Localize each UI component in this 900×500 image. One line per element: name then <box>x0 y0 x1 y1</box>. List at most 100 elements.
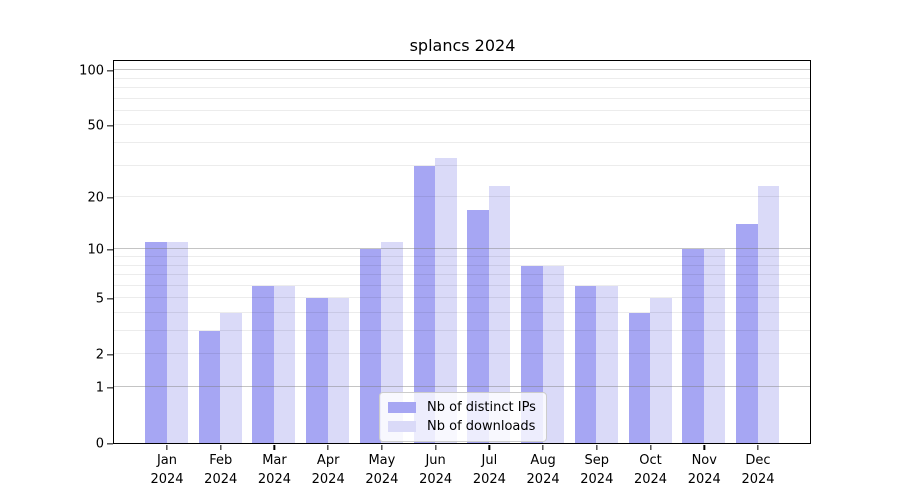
bar-downloads-apr <box>327 298 350 443</box>
x-label-month: Mar <box>262 452 287 468</box>
x-label-month: Feb <box>209 452 233 468</box>
x-tick-label-nov: Nov 2024 <box>669 451 739 489</box>
bar-ips-jan <box>145 242 167 443</box>
y-tick-label-2: 2 <box>95 347 104 363</box>
minor-gridline-5 <box>114 297 810 299</box>
x-tick-label-oct: Oct 2024 <box>616 451 686 489</box>
legend-entry-downloads: Nb of downloads <box>388 417 536 436</box>
x-label-year: 2024 <box>150 471 184 487</box>
x-tick-jul <box>488 445 491 450</box>
bar-ips-feb <box>198 331 221 443</box>
minor-gridline-9 <box>114 256 810 257</box>
bar-ips-mar <box>252 285 274 443</box>
bar-ips-nov <box>682 249 704 443</box>
x-label-year: 2024 <box>419 471 453 487</box>
x-tick-jan <box>166 445 168 450</box>
x-tick-label-jul: Jul 2024 <box>454 451 524 489</box>
chart-title: splancs 2024 <box>409 36 516 55</box>
legend-swatch-distinct-ips <box>388 402 416 413</box>
x-label-month: Oct <box>639 452 662 468</box>
y-tick-2 <box>107 354 113 356</box>
x-label-year: 2024 <box>741 471 775 487</box>
x-tick-nov <box>703 445 705 450</box>
y-tick-10 <box>107 249 113 251</box>
y-tick-label-0: 0 <box>95 436 104 451</box>
minor-gridline-4 <box>114 312 810 313</box>
bar-downloads-nov <box>703 249 726 443</box>
x-tick-label-apr: Apr 2024 <box>293 451 363 489</box>
x-label-month: May <box>368 452 396 468</box>
bar-downloads-jul <box>488 186 511 443</box>
y-tick-50 <box>107 125 113 127</box>
major-gridline-10 <box>114 248 810 250</box>
grid-layer <box>114 61 810 443</box>
minor-gridline-3 <box>114 330 810 331</box>
bar-downloads-feb <box>220 313 242 443</box>
y-tick-20 <box>107 196 113 199</box>
x-tick-label-feb: Feb 2024 <box>186 451 256 489</box>
bar-downloads-oct <box>650 298 672 443</box>
x-tick-label-jun: Jun 2024 <box>401 451 471 489</box>
x-label-month: Jul <box>481 452 498 468</box>
bar-ips-oct <box>628 313 651 443</box>
x-tick-feb <box>220 445 222 450</box>
bar-downloads-dec <box>757 186 779 443</box>
x-label-year: 2024 <box>687 471 721 487</box>
x-label-year: 2024 <box>204 471 238 487</box>
x-tick-sep <box>596 445 598 450</box>
x-tick-label-dec: Dec 2024 <box>723 451 793 489</box>
major-gridline-1 <box>114 386 810 387</box>
x-label-month: Sep <box>584 452 610 468</box>
bar-ips-may <box>359 249 382 443</box>
minor-gridline-70 <box>114 97 810 99</box>
minor-gridline-50 <box>114 124 810 126</box>
x-tick-label-aug: Aug 2024 <box>508 451 578 489</box>
bar-ips-jun <box>413 165 436 443</box>
y-tick-1 <box>107 386 113 389</box>
minor-gridline-30 <box>114 164 810 166</box>
x-label-month: Aug <box>530 452 556 468</box>
x-tick-aug <box>542 445 544 450</box>
y-tick-label-50: 50 <box>87 118 104 134</box>
y-tick-0 <box>107 442 113 445</box>
x-label-month: Jan <box>156 452 178 468</box>
x-tick-label-jan: Jan 2024 <box>132 451 202 489</box>
minor-gridline-80 <box>114 87 810 88</box>
y-tick-label-20: 20 <box>87 190 104 206</box>
minor-gridline-6 <box>114 284 810 286</box>
x-tick-label-sep: Sep 2024 <box>562 451 632 489</box>
x-tick-label-may: May 2024 <box>347 451 417 489</box>
bar-ips-sep <box>574 285 597 443</box>
legend-label-distinct-ips: Nb of distinct IPs <box>427 400 536 415</box>
minor-gridline-7 <box>114 274 810 275</box>
bar-downloads-jun <box>435 158 457 443</box>
x-label-year: 2024 <box>311 471 345 487</box>
x-label-year: 2024 <box>365 471 399 487</box>
y-tick-label-1: 1 <box>95 380 104 395</box>
legend-label-downloads: Nb of downloads <box>427 419 536 434</box>
x-label-year: 2024 <box>580 471 614 487</box>
x-tick-dec <box>757 445 759 450</box>
major-gridline-100 <box>114 69 810 71</box>
y-tick-label-100: 100 <box>79 63 104 79</box>
x-label-month: Dec <box>745 452 771 468</box>
bar-ips-dec <box>736 224 758 443</box>
y-tick-5 <box>107 298 113 300</box>
x-label-month: Nov <box>691 452 717 468</box>
x-label-month: Jun <box>425 452 446 468</box>
y-tick-100 <box>107 70 113 72</box>
bar-downloads-jan <box>166 242 188 443</box>
legend: Nb of distinct IPs Nb of downloads <box>379 392 547 442</box>
minor-gridline-90 <box>114 77 810 79</box>
y-tick-label-5: 5 <box>95 291 104 307</box>
bar-downloads-mar <box>273 285 296 443</box>
minor-gridline-2 <box>114 353 810 355</box>
x-tick-mar <box>273 445 276 450</box>
bars-layer <box>114 61 810 443</box>
x-tick-oct <box>649 445 652 450</box>
x-tick-jun <box>434 445 437 450</box>
bar-ips-apr <box>306 298 328 443</box>
x-label-year: 2024 <box>472 471 506 487</box>
x-tick-may <box>381 445 383 450</box>
